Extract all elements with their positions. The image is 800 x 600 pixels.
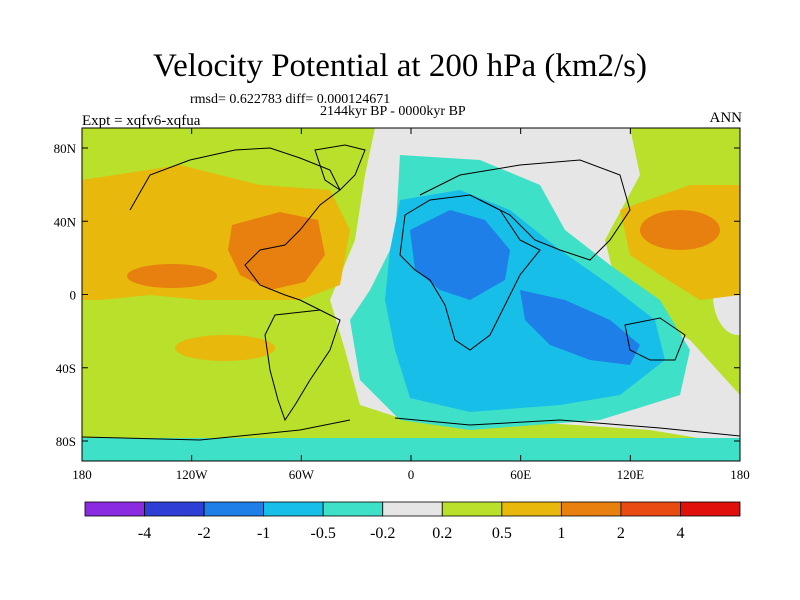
lon-tick-label: 120E: [617, 467, 645, 482]
season-label: ANN: [709, 110, 743, 126]
orange-region: [640, 210, 720, 250]
colorbar-swatch: [203, 501, 265, 517]
stats-line: rmsd= 0.622783 diff= 0.000124671: [190, 92, 391, 107]
experiment-label: Expt = xqfv6-xqfua: [82, 113, 201, 129]
lon-tick-label: 60E: [510, 467, 531, 482]
colorbar-label: 0.2: [432, 525, 452, 542]
colorbar-swatch: [501, 501, 562, 517]
plot-title: Velocity Potential at 200 hPa (km2/s): [152, 48, 648, 84]
colorbar-label: 0.5: [492, 525, 512, 542]
period-label: 2144kyr BP - 0000kyr BP: [320, 104, 466, 119]
colorbar: -4 -2 -1 -0.5 -0.2 0.2 0.5 1 2 4: [84, 501, 741, 542]
colorbar-swatch: [441, 501, 503, 517]
lat-tick-label: 0: [70, 288, 77, 303]
axis-ticks: 180 120W 60W 0 60E 120E 180 80N 40N 0 40S 80S: [54, 128, 750, 482]
colorbar-label: -1: [257, 525, 270, 542]
lon-tick-label: 60W: [289, 467, 315, 482]
lat-tick-label: 40S: [56, 361, 76, 376]
colorbar-swatch: [144, 501, 205, 517]
colorbar-label: 1: [557, 525, 565, 542]
colorbar-swatch: [84, 501, 145, 517]
colorbar-swatch: [560, 501, 622, 517]
colorbar-swatch: [322, 501, 384, 517]
lat-tick-label: 40N: [54, 214, 77, 229]
colorbar-swatch: [382, 501, 443, 517]
lon-tick-label: 180: [72, 467, 92, 482]
teal-region: [82, 438, 740, 461]
orange-region: [175, 335, 275, 361]
colorbar-label: 2: [617, 525, 625, 542]
lon-tick-label: 180: [730, 467, 750, 482]
colorbar-swatch: [263, 501, 324, 517]
orange-region: [127, 264, 217, 288]
blue-region: [410, 210, 510, 300]
orange-region: [228, 212, 325, 290]
colorbar-swatch: [620, 501, 681, 517]
coastlines: [82, 144, 740, 441]
colorbar-swatch: [680, 501, 741, 517]
colorbar-label: -4: [138, 525, 151, 542]
contour-field: [82, 128, 740, 461]
lat-tick-label: 80N: [54, 141, 77, 156]
colorbar-label: -0.5: [311, 525, 336, 542]
lon-tick-label: 0: [408, 467, 415, 482]
colorbar-label: -0.2: [370, 525, 395, 542]
lat-tick-label: 80S: [56, 434, 76, 449]
lon-tick-label: 120W: [176, 467, 209, 482]
colorbar-label: 4: [676, 525, 684, 542]
blue-region: [520, 290, 640, 365]
colorbar-label: -2: [197, 525, 210, 542]
